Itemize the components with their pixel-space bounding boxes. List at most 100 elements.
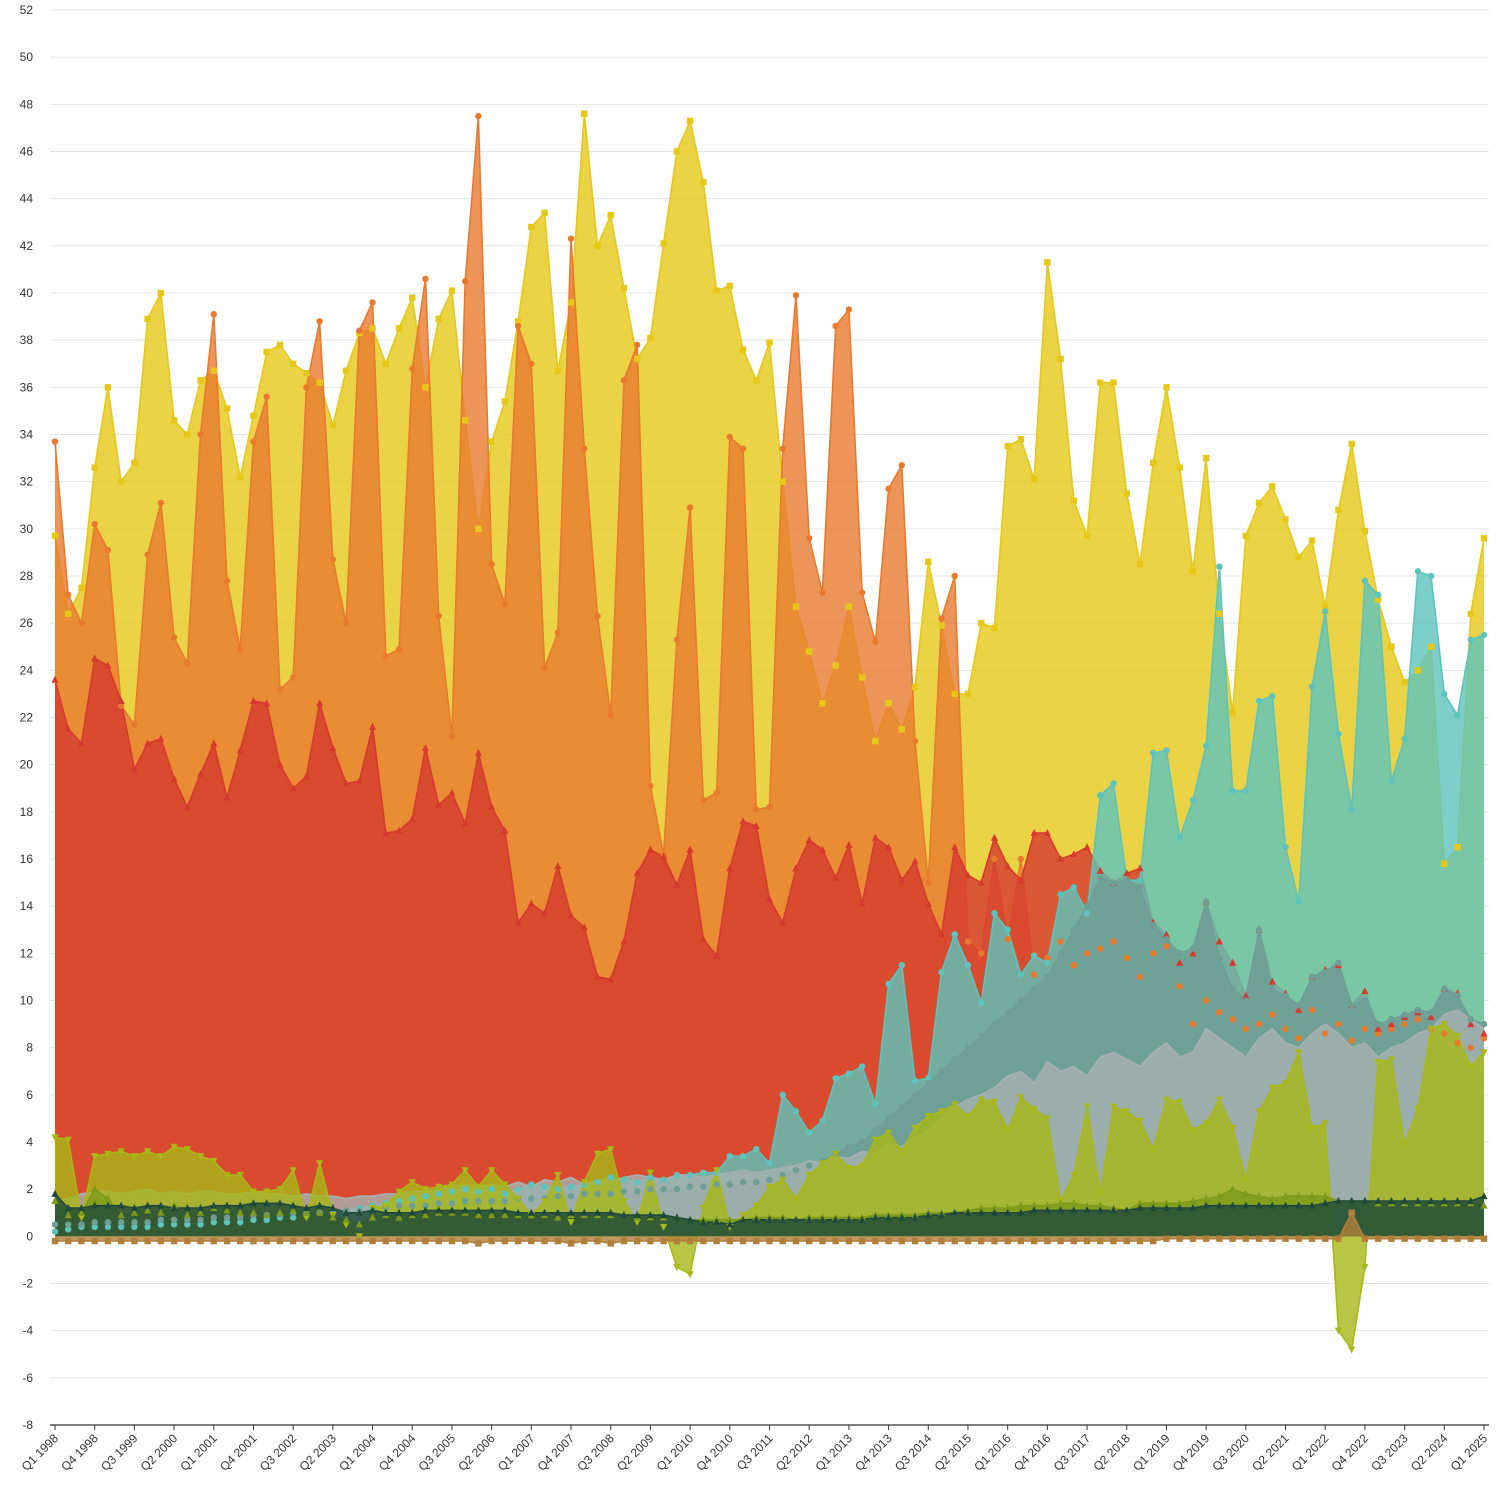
data-point <box>289 360 297 367</box>
data-point <box>356 327 363 334</box>
data-point <box>1176 1204 1184 1212</box>
data-point <box>157 1153 165 1161</box>
x-tick-label: Q4 2010 <box>693 1431 736 1474</box>
data-point <box>1004 935 1011 943</box>
data-point <box>1044 1237 1051 1245</box>
data-point <box>501 1197 509 1205</box>
data-point <box>223 1172 231 1180</box>
data-point <box>647 1185 654 1193</box>
data-point <box>514 1208 522 1216</box>
data-point <box>1295 1005 1303 1013</box>
data-point <box>1308 1192 1316 1200</box>
data-point <box>409 1195 416 1202</box>
data-point <box>130 1204 138 1212</box>
data-point <box>766 803 773 811</box>
data-point <box>1229 1185 1237 1193</box>
y-tick-label: 20 <box>20 758 34 772</box>
data-point <box>1255 1020 1263 1028</box>
data-point <box>925 1075 932 1082</box>
data-point <box>1083 1237 1091 1245</box>
data-point <box>501 1206 509 1214</box>
data-point <box>885 700 892 707</box>
data-point <box>898 726 906 733</box>
data-point <box>1480 1192 1488 1200</box>
data-point <box>964 1113 972 1121</box>
data-point <box>65 1226 72 1233</box>
data-point <box>1268 1194 1276 1202</box>
data-point <box>1056 855 1065 862</box>
data-point <box>1361 987 1369 995</box>
data-point <box>369 325 376 332</box>
data-point <box>237 1214 244 1221</box>
data-point <box>700 1169 707 1176</box>
data-point <box>1335 506 1342 514</box>
data-point <box>977 1096 985 1104</box>
data-point <box>1467 636 1474 643</box>
data-point <box>845 1215 853 1223</box>
data-point <box>1467 1020 1475 1028</box>
data-point <box>991 910 998 917</box>
data-point <box>65 1237 72 1245</box>
data-point <box>196 770 205 778</box>
data-point <box>1308 973 1316 981</box>
data-point <box>1414 1016 1422 1023</box>
data-point <box>832 1215 840 1223</box>
data-point <box>925 558 932 566</box>
data-point <box>739 1178 747 1186</box>
data-point <box>1030 1105 1038 1113</box>
data-point <box>249 1199 258 1207</box>
data-point <box>435 1237 442 1245</box>
data-point <box>316 1201 324 1209</box>
data-point <box>1361 1025 1369 1033</box>
data-point <box>528 360 535 367</box>
data-point <box>408 814 416 822</box>
y-tick-label: 42 <box>20 239 34 253</box>
data-point <box>1149 1199 1157 1207</box>
data-point <box>170 417 178 424</box>
data-point <box>276 760 284 768</box>
data-point <box>1176 1098 1184 1106</box>
data-point <box>977 878 985 886</box>
data-point <box>1348 1346 1356 1354</box>
data-point <box>1070 961 1078 969</box>
data-point <box>593 1150 602 1158</box>
data-point <box>342 619 350 627</box>
data-point <box>1242 997 1250 1004</box>
data-point <box>951 843 959 851</box>
data-point <box>382 652 389 660</box>
x-tick-label: Q4 2007 <box>535 1431 578 1474</box>
data-point <box>329 1213 337 1221</box>
data-point <box>938 1237 945 1245</box>
data-point <box>250 438 257 445</box>
data-point <box>435 315 442 323</box>
data-point <box>369 1237 376 1245</box>
data-point <box>329 744 337 752</box>
data-point <box>580 923 588 931</box>
data-point <box>1308 683 1316 691</box>
data-point <box>170 774 178 782</box>
data-point <box>1176 1199 1184 1207</box>
data-point <box>898 461 906 469</box>
data-point <box>395 1208 403 1216</box>
data-point <box>210 1218 217 1226</box>
y-tick-label: 40 <box>20 286 34 300</box>
data-point <box>937 930 946 938</box>
x-tick-label: Q4 2001 <box>217 1431 260 1474</box>
data-point <box>594 1178 601 1186</box>
data-point <box>91 1218 98 1226</box>
x-tick-label: Q3 2023 <box>1368 1431 1411 1474</box>
data-point <box>1083 532 1091 540</box>
data-point <box>753 1178 760 1186</box>
data-point <box>832 1150 840 1158</box>
data-point <box>210 1201 218 1209</box>
data-point <box>1004 443 1011 450</box>
data-point <box>1004 862 1012 870</box>
data-point <box>64 1136 72 1144</box>
data-point <box>1017 997 1025 1004</box>
y-tick-label: 34 <box>20 428 34 442</box>
data-point <box>488 438 495 445</box>
data-point <box>633 1211 641 1219</box>
y-tick-label: 16 <box>20 852 34 866</box>
data-point <box>250 1237 257 1245</box>
